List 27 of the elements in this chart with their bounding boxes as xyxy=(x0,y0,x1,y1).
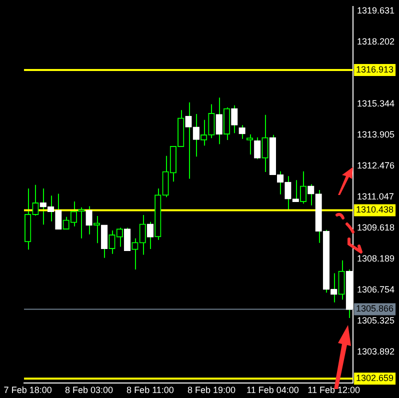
ref-line-label: 1310.438 xyxy=(356,204,394,215)
y-tick-label: 1306.754 xyxy=(357,284,395,294)
candlestick xyxy=(238,124,246,140)
x-tick-label: 11 Feb 04:00 xyxy=(246,385,299,396)
y-tick-label: 1305.325 xyxy=(357,315,395,326)
y-tick-label: 1313.905 xyxy=(357,130,395,140)
y-tick-label: 1303.892 xyxy=(357,346,395,356)
ref-line-label: 1305.866 xyxy=(356,304,394,314)
y-tick-label: 1318.202 xyxy=(357,36,395,47)
candlestick xyxy=(78,206,85,239)
y-tick-label: 1315.344 xyxy=(357,98,395,108)
y-tick-label: 1308.189 xyxy=(357,253,395,264)
y-tick-label: 1312.476 xyxy=(357,160,395,171)
x-tick-label: 8 Feb 19:00 xyxy=(187,385,236,396)
x-tick-label: 8 Feb 11:00 xyxy=(126,385,174,396)
x-tick-label: 7 Feb 18:00 xyxy=(4,385,52,396)
y-tick-label: 1319.631 xyxy=(357,6,395,16)
ref-line-label: 1302.659 xyxy=(356,373,394,384)
candlestick xyxy=(262,114,268,173)
x-tick-label: 8 Feb 03:00 xyxy=(65,385,114,396)
x-tick-label: 11 Feb 12:00 xyxy=(308,385,360,396)
candlestick xyxy=(338,260,345,300)
y-tick-label: 1309.618 xyxy=(357,222,395,232)
candlestick xyxy=(246,134,254,156)
candlestick xyxy=(300,170,307,204)
y-tick-label: 1311.047 xyxy=(357,192,394,202)
ref-line-label: 1316.913 xyxy=(356,64,394,74)
